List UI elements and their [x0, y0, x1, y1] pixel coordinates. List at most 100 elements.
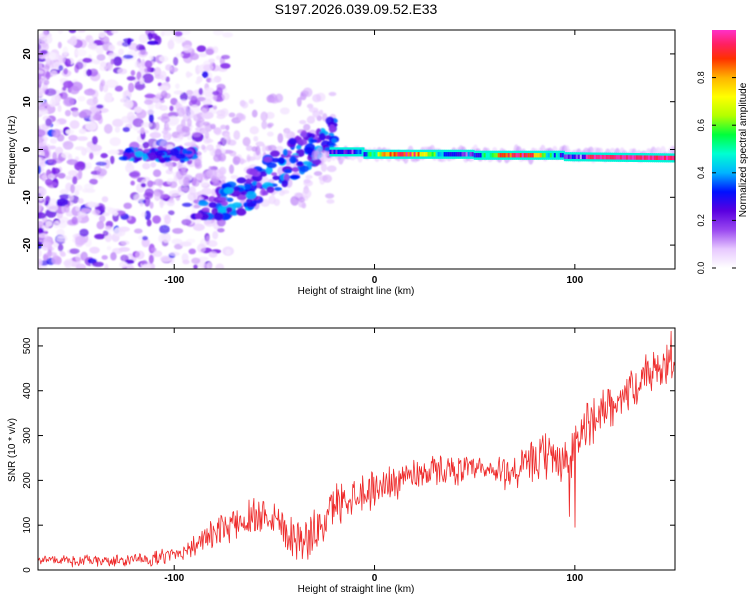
- band-core: [605, 154, 609, 160]
- haze-mark: [177, 133, 184, 140]
- band-core: [485, 153, 489, 158]
- ridge-mark: [328, 124, 336, 133]
- speckle-mark: [130, 180, 135, 186]
- haze-mark: [196, 159, 202, 165]
- speckle-mark: [134, 60, 140, 68]
- y-tick-label: 0: [22, 146, 33, 152]
- band-core: [427, 152, 431, 157]
- band-core: [603, 154, 607, 160]
- band-core: [541, 153, 545, 158]
- band-core: [401, 152, 405, 157]
- ridge-mark: [265, 166, 273, 175]
- band-core: [515, 153, 519, 158]
- speckle-mark: [144, 210, 151, 221]
- ridge-mark: [309, 139, 318, 143]
- band-core: [627, 155, 631, 160]
- haze-mark: [298, 200, 306, 208]
- haze-mark: [210, 123, 216, 130]
- speckle-mark: [57, 41, 62, 49]
- ridge-mark: [283, 173, 290, 182]
- band-core: [477, 153, 481, 158]
- band-core: [377, 152, 381, 157]
- speckle-mark: [154, 35, 161, 41]
- band-core: [643, 155, 647, 160]
- speckle-mark: [69, 120, 80, 129]
- haze-mark: [318, 109, 324, 116]
- haze-mark: [160, 116, 171, 123]
- band-core: [563, 154, 567, 159]
- speckle-mark: [111, 30, 119, 34]
- speckle-mark: [62, 86, 67, 91]
- speckle-mark: [167, 118, 179, 127]
- speckle-mark: [107, 80, 119, 88]
- band-core: [631, 155, 635, 160]
- ridge-mark: [308, 133, 316, 139]
- haze-mark: [260, 111, 268, 122]
- speckle-mark: [63, 67, 68, 75]
- haze-mark: [230, 174, 239, 180]
- speckle-mark: [134, 250, 145, 260]
- speckle-mark: [144, 99, 154, 105]
- speckle-mark: [55, 219, 66, 225]
- band-core: [553, 153, 557, 158]
- x-tick-label: 0: [372, 573, 378, 584]
- spectrogram-heatmap: [38, 30, 675, 269]
- y-tick-label: 100: [22, 516, 33, 533]
- haze-mark: [162, 133, 173, 139]
- haze-mark: [176, 161, 184, 169]
- band-core: [583, 154, 587, 160]
- band-core: [361, 149, 365, 155]
- band-core: [451, 152, 455, 157]
- haze-mark: [251, 109, 258, 118]
- ridge-mark: [245, 178, 252, 185]
- haze-mark: [267, 122, 274, 127]
- speckle-mark: [212, 90, 220, 96]
- band-core: [471, 152, 475, 157]
- speckle-mark: [212, 95, 218, 101]
- haze-mark: [153, 191, 161, 202]
- band-core: [585, 154, 589, 160]
- haze-mark: [242, 136, 251, 147]
- speckle-mark: [90, 144, 103, 152]
- speckle-mark: [147, 32, 153, 41]
- ridge-mark: [288, 138, 297, 146]
- speckle-mark: [38, 212, 47, 219]
- speckle-mark: [56, 198, 69, 207]
- haze-mark: [199, 127, 206, 135]
- speckle-mark: [203, 87, 216, 97]
- speckle-mark: [109, 137, 121, 146]
- haze-mark: [187, 118, 192, 128]
- ridge-mark: [221, 200, 228, 207]
- speckle-mark: [95, 45, 104, 55]
- band-core: [489, 153, 493, 158]
- haze-mark: [303, 179, 313, 187]
- band-core: [623, 155, 627, 160]
- speckle-mark: [51, 94, 60, 105]
- band-core: [517, 153, 521, 158]
- speckle-mark: [38, 73, 42, 81]
- speckle-mark: [44, 88, 57, 97]
- speckle-mark: [113, 56, 123, 67]
- band-core: [415, 152, 419, 157]
- speckle-mark: [182, 259, 190, 265]
- haze-mark: [278, 190, 285, 196]
- band-core: [425, 152, 429, 157]
- haze-mark: [322, 174, 333, 183]
- x-tick-label: -100: [164, 275, 184, 286]
- ridge-mark: [270, 150, 280, 157]
- band-core: [389, 152, 393, 157]
- haze-mark: [253, 135, 259, 142]
- speckle-mark: [53, 242, 59, 248]
- haze-mark: [296, 96, 302, 107]
- ridge-mark: [274, 187, 283, 191]
- spectrogram-xlabel: Height of straight line (km): [298, 286, 415, 297]
- speckle-mark: [110, 155, 115, 165]
- speckle-mark: [101, 196, 109, 203]
- x-tick-label: 100: [566, 275, 583, 286]
- y-tick-label: 10: [22, 96, 33, 108]
- speckle-mark: [212, 231, 219, 240]
- band-core: [569, 154, 573, 159]
- band-core: [601, 154, 605, 160]
- haze-mark: [201, 144, 206, 150]
- speckle-mark: [63, 204, 70, 213]
